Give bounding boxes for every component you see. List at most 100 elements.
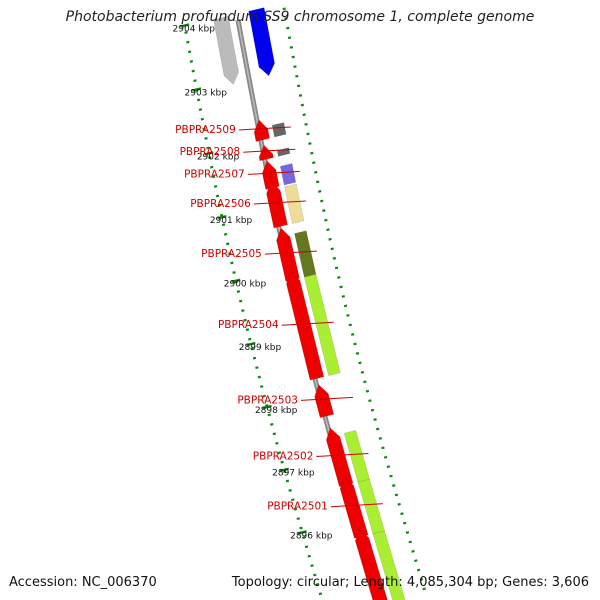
ruler-minor-tick <box>248 337 252 341</box>
ruler-minor-tick <box>318 592 323 596</box>
ruler-minor-tick <box>223 232 228 236</box>
ruler-minor-tick <box>252 356 257 360</box>
ruler-minor-tick <box>313 573 317 577</box>
inner-scale-tick <box>296 84 301 88</box>
inner-scale-tick <box>408 540 412 544</box>
ruler-tick-label: 2900 kbp <box>224 280 267 290</box>
gene-label: PBPRA2507 <box>184 168 245 180</box>
ruler-minor-tick <box>243 318 247 322</box>
inner-scale-tick <box>381 446 385 450</box>
gene-label: PBPRA2502 <box>253 450 314 462</box>
inner-scale-tick <box>419 578 424 581</box>
inner-scale-tick <box>414 559 418 563</box>
ruler-tick-label: 2901 kbp <box>210 216 253 226</box>
ruler-minor-tick <box>272 432 277 436</box>
gene-label: PBPRA2503 <box>237 394 298 406</box>
inner-scale-tick <box>394 493 399 497</box>
ruler-minor-tick <box>264 404 269 407</box>
ruler-minor-tick <box>315 582 320 586</box>
inner-scale-tick <box>378 437 383 440</box>
inner-scale-tick <box>291 55 295 59</box>
ruler-minor-tick <box>299 526 303 530</box>
inner-scale-tick <box>358 361 362 365</box>
gene-label: PBPRA2508 <box>180 146 241 158</box>
inner-scale-tick <box>320 199 324 203</box>
ruler-minor-tick <box>211 175 216 179</box>
gene-category-block <box>303 273 341 376</box>
inner-scale-tick <box>375 427 380 431</box>
inner-scale-tick <box>330 247 334 251</box>
ruler-minor-tick <box>187 50 192 54</box>
ruler-minor-tick <box>267 413 271 417</box>
ruler-minor-tick <box>275 441 279 445</box>
gene-arrow <box>325 427 354 487</box>
ruler-minor-tick <box>202 127 206 131</box>
genome-summary-text: Topology: circular; Length: 4,085,304 bp… <box>231 575 589 590</box>
ruler-minor-tick <box>241 309 245 313</box>
ruler-minor-tick <box>236 290 241 294</box>
inner-scale-tick <box>315 180 320 184</box>
gene-label-leader <box>264 250 317 255</box>
ruler-minor-tick <box>225 242 230 246</box>
ruler-minor-tick <box>234 280 238 284</box>
gene-label-leader <box>247 170 300 175</box>
ruler-major-tick <box>204 151 214 156</box>
ruler-major-tick <box>246 341 256 347</box>
gene-arrow <box>253 119 270 142</box>
ruler-minor-tick <box>296 517 300 521</box>
gene-category-block <box>279 163 297 186</box>
ruler-minor-tick <box>260 385 264 388</box>
inner-scale-tick <box>346 314 350 317</box>
gene-label-leader <box>253 200 306 205</box>
inner-scale-tick <box>332 256 337 260</box>
ruler-minor-tick <box>213 184 218 188</box>
gene-label-leader <box>330 503 383 508</box>
inner-scale-tick <box>295 74 299 78</box>
ruler-major-tick <box>180 23 190 28</box>
ruler-minor-tick <box>238 299 243 303</box>
inner-scale-tick <box>298 94 303 97</box>
inner-scale-tick <box>373 418 377 422</box>
inner-scale-tick <box>304 122 308 126</box>
ruler-minor-tick <box>200 117 205 121</box>
ruler-major-tick <box>231 278 241 283</box>
inner-scale-tick <box>397 502 401 506</box>
inner-scale-tick <box>284 17 288 20</box>
gene-arrow <box>354 528 388 600</box>
gene-arrow <box>314 384 335 418</box>
gene-category-block <box>271 122 287 138</box>
inner-scale-tick <box>355 351 360 355</box>
ruler-minor-tick <box>228 251 232 255</box>
gene-block-grey <box>213 15 239 85</box>
inner-scale-tick <box>312 161 316 165</box>
ruler-major-tick <box>279 467 289 473</box>
inner-scale-tick <box>411 549 415 553</box>
inner-scale-tick <box>405 531 410 534</box>
ruler-minor-tick <box>285 479 290 483</box>
ruler-minor-tick <box>307 554 311 558</box>
inner-scale-tick <box>422 587 426 591</box>
inner-scale-tick <box>386 465 391 469</box>
ruler-minor-tick <box>219 213 224 217</box>
ruler-minor-tick <box>215 194 220 198</box>
inner-scale-tick <box>365 389 370 393</box>
ruler-minor-tick <box>208 156 212 160</box>
gene-category-block <box>276 147 291 157</box>
ruler-tick-label: 2903 kbp <box>185 88 228 98</box>
inner-scale-tick <box>391 484 396 487</box>
ruler-minor-tick <box>193 79 197 83</box>
inner-scale-tick <box>310 151 314 155</box>
ruler-major-tick <box>217 214 227 220</box>
ruler-tick-label: 2897 kbp <box>272 469 315 479</box>
ruler-minor-tick <box>255 366 259 370</box>
gene-arrow <box>339 476 369 539</box>
inner-scale-tick <box>341 295 346 298</box>
gene-label-leader <box>316 452 369 457</box>
map-title: Photobacterium profundum SS9 chromosome … <box>65 9 535 25</box>
inner-scale-tick <box>300 103 305 107</box>
ruler-major-tick <box>262 404 272 410</box>
inner-scale-tick <box>314 170 318 174</box>
inner-scale-tick <box>339 285 343 289</box>
ruler-minor-tick <box>262 394 266 398</box>
